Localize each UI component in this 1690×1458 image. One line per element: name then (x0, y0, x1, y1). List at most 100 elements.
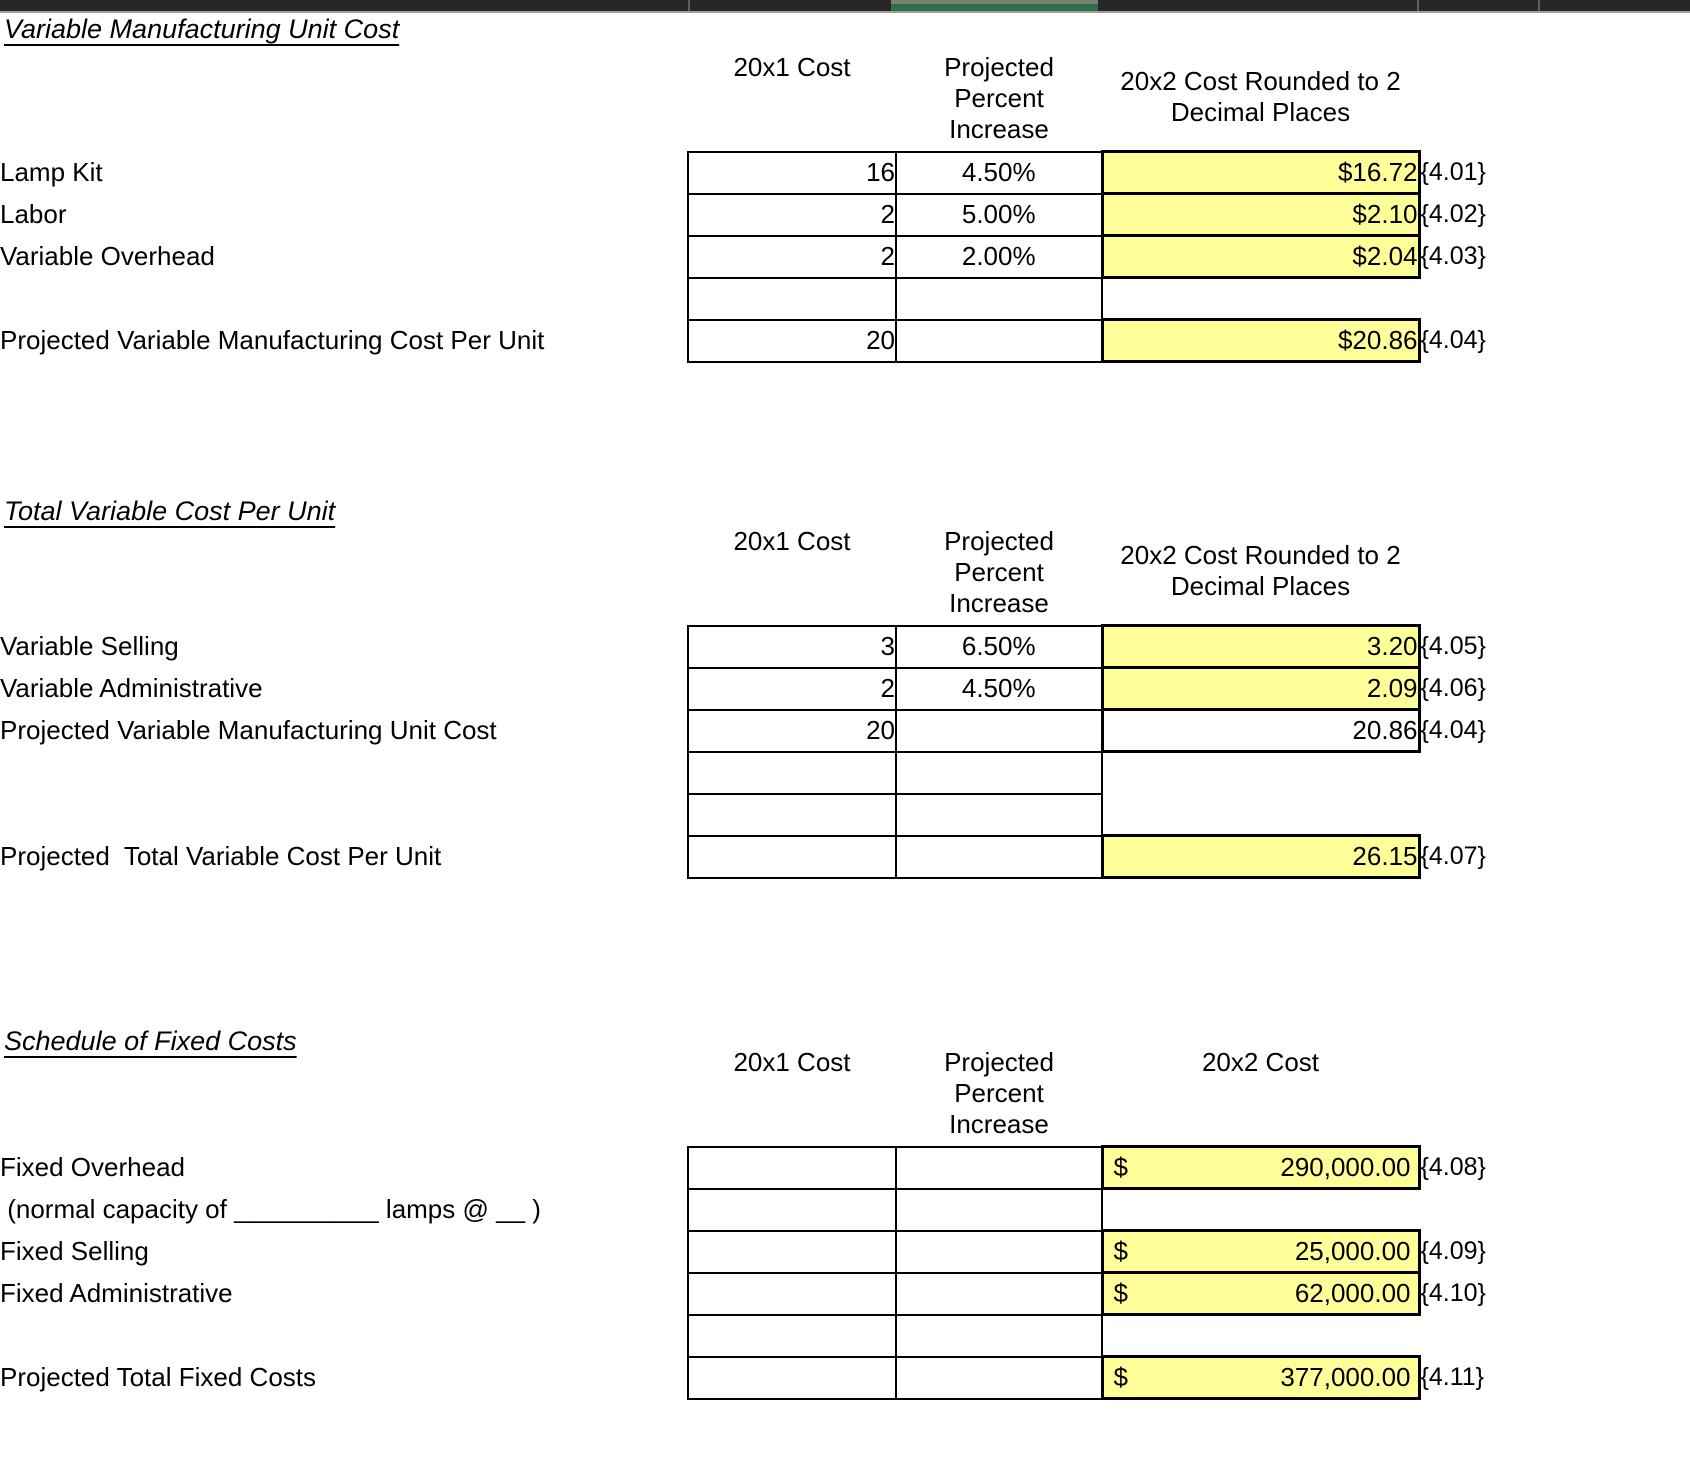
section-title-variable-manufacturing-unit-cost: Variable Manufacturing Unit Cost (4, 14, 400, 44)
reference-tag (1419, 278, 1619, 320)
cell-percent-increase[interactable]: 4.50% (895, 666, 1103, 711)
cell-20x1-cost[interactable]: 2 (687, 234, 897, 279)
reference-tag (1419, 1189, 1619, 1231)
row-label (0, 794, 688, 836)
section-title-schedule-of-fixed-costs: Schedule of Fixed Costs (4, 1026, 297, 1056)
row-label: Variable Overhead (0, 241, 215, 271)
cell-20x2-cost[interactable]: $20.86 (1100, 318, 1421, 363)
cell-percent-increase[interactable] (895, 1229, 1103, 1274)
column-header-projected-percent-increase: Projected Percent Increase (944, 526, 1054, 618)
cell-20x2-cost[interactable]: 20.86 (1100, 708, 1421, 753)
table-row-total: Projected Total Variable Cost Per Unit 2… (0, 834, 1619, 879)
reference-tag: {4.07} (1420, 842, 1486, 870)
cell-20x2-cost[interactable]: $2.04 (1100, 234, 1421, 279)
top-bar-underline (0, 11, 1690, 13)
cell-percent-increase[interactable] (895, 1187, 1103, 1232)
row-label: Fixed Administrative (0, 1278, 233, 1308)
table-row-blank (0, 792, 1619, 837)
cell-percent-increase[interactable]: 2.00% (895, 234, 1103, 279)
cell-20x1-cost[interactable] (687, 1145, 897, 1190)
cell-percent-increase[interactable] (895, 1145, 1103, 1190)
table-row-blank (0, 276, 1619, 321)
cell-20x2-cost[interactable]: $ 62,000.00 (1100, 1271, 1421, 1316)
cell-20x2-cost[interactable]: $ 377,000.00 (1100, 1355, 1421, 1400)
cell-20x1-cost[interactable] (687, 792, 897, 837)
cell-20x1-cost[interactable] (687, 1355, 897, 1400)
cell-percent-increase[interactable] (895, 1313, 1103, 1358)
cell-20x2-cost[interactable]: $2.10 (1100, 192, 1421, 237)
top-bar-separator (1417, 0, 1419, 11)
cell-20x2-cost[interactable]: $16.72 (1100, 150, 1421, 195)
row-label: Fixed Selling (0, 1236, 149, 1266)
cell-percent-increase[interactable] (895, 1355, 1103, 1400)
reference-tag: {4.08} (1420, 1153, 1486, 1181)
cell-percent-increase[interactable]: 5.00% (895, 192, 1103, 237)
row-label (0, 278, 688, 320)
reference-tag (1419, 794, 1619, 836)
cell-percent-increase[interactable] (895, 1271, 1103, 1316)
cell-percent-increase[interactable] (895, 276, 1103, 321)
cell-20x1-cost[interactable] (687, 1229, 897, 1274)
cell-percent-increase[interactable]: 6.50% (895, 624, 1103, 669)
top-bar (0, 0, 1690, 13)
cell-20x2-cost[interactable]: 2.09 (1100, 666, 1421, 711)
total-variable-cost-table: Variable Selling 3 6.50% 3.20 {4.05} Var… (0, 624, 1619, 879)
table-row: Fixed Administrative $ 62,000.00 {4.10} (0, 1271, 1619, 1316)
reference-tag: {4.04} (1420, 326, 1486, 354)
row-label: Lamp Kit (0, 157, 103, 187)
column-header-projected-percent-increase: Projected Percent Increase (944, 1047, 1054, 1139)
currency-symbol: $ (1113, 1236, 1128, 1266)
cell-20x1-cost[interactable]: 3 (687, 624, 897, 669)
table-row: Variable Selling 3 6.50% 3.20 {4.05} (0, 624, 1619, 669)
cell-empty (1102, 1315, 1419, 1357)
row-label: Projected Total Variable Cost Per Unit (0, 841, 442, 871)
reference-tag: {4.09} (1420, 1237, 1486, 1265)
reference-tag: {4.02} (1420, 200, 1486, 228)
table-row: Variable Overhead 2 2.00% $2.04 {4.03} (0, 234, 1619, 279)
amount: 290,000.00 (1280, 1152, 1411, 1182)
row-label: Projected Variable Manufacturing Unit Co… (0, 715, 497, 745)
amount: 377,000.00 (1280, 1362, 1411, 1392)
cell-20x1-cost[interactable]: 2 (687, 192, 897, 237)
table-row-blank (0, 750, 1619, 795)
amount: 62,000.00 (1294, 1278, 1411, 1308)
reference-tag: {4.01} (1420, 158, 1486, 186)
currency-symbol: $ (1113, 1152, 1128, 1182)
cell-percent-increase[interactable] (895, 708, 1103, 753)
fixed-costs-table: Fixed Overhead $ 290,000.00 {4.08} (norm… (0, 1145, 1619, 1400)
cell-20x1-cost[interactable] (687, 1271, 897, 1316)
cell-20x1-cost[interactable] (687, 1313, 897, 1358)
cell-percent-increase[interactable] (895, 750, 1103, 795)
cell-20x1-cost[interactable]: 16 (687, 150, 897, 195)
table-row: Fixed Overhead $ 290,000.00 {4.08} (0, 1145, 1619, 1190)
reference-tag: {4.11} (1420, 1363, 1485, 1391)
reference-tag (1419, 752, 1619, 794)
cell-20x2-cost[interactable]: $ 25,000.00 (1100, 1229, 1421, 1274)
row-label: Variable Selling (0, 631, 179, 661)
cell-20x2-cost[interactable]: $ 290,000.00 (1100, 1145, 1421, 1190)
cell-20x1-cost[interactable]: 20 (687, 708, 897, 753)
table-row: Labor 2 5.00% $2.10 {4.02} (0, 192, 1619, 237)
cell-20x2-cost[interactable]: 26.15 (1100, 834, 1421, 879)
section-title-total-variable-cost-per-unit: Total Variable Cost Per Unit (4, 496, 336, 526)
column-header-20x2-cost-rounded: 20x2 Cost Rounded to 2 Decimal Places (1120, 66, 1401, 127)
cell-percent-increase[interactable] (895, 792, 1103, 837)
cell-percent-increase[interactable]: 4.50% (895, 150, 1103, 195)
cell-20x1-cost[interactable] (687, 834, 897, 879)
cell-20x1-cost[interactable]: 20 (687, 318, 897, 363)
top-bar-separator (688, 0, 690, 11)
cell-percent-increase[interactable] (895, 318, 1103, 363)
table-row-total: Projected Variable Manufacturing Cost Pe… (0, 318, 1619, 363)
cell-20x1-cost[interactable] (687, 750, 897, 795)
top-bar-separator (1538, 0, 1540, 11)
currency-symbol: $ (1113, 1362, 1128, 1392)
cell-20x1-cost[interactable] (687, 1187, 897, 1232)
table-row-blank (0, 1313, 1619, 1358)
column-header-20x2-cost-rounded: 20x2 Cost Rounded to 2 Decimal Places (1120, 540, 1401, 601)
cell-percent-increase[interactable] (895, 834, 1103, 879)
cell-20x1-cost[interactable] (687, 276, 897, 321)
currency-symbol: $ (1113, 1278, 1128, 1308)
cell-20x2-cost[interactable]: 3.20 (1100, 624, 1421, 669)
row-label: Projected Variable Manufacturing Cost Pe… (0, 325, 545, 355)
cell-20x1-cost[interactable]: 2 (687, 666, 897, 711)
